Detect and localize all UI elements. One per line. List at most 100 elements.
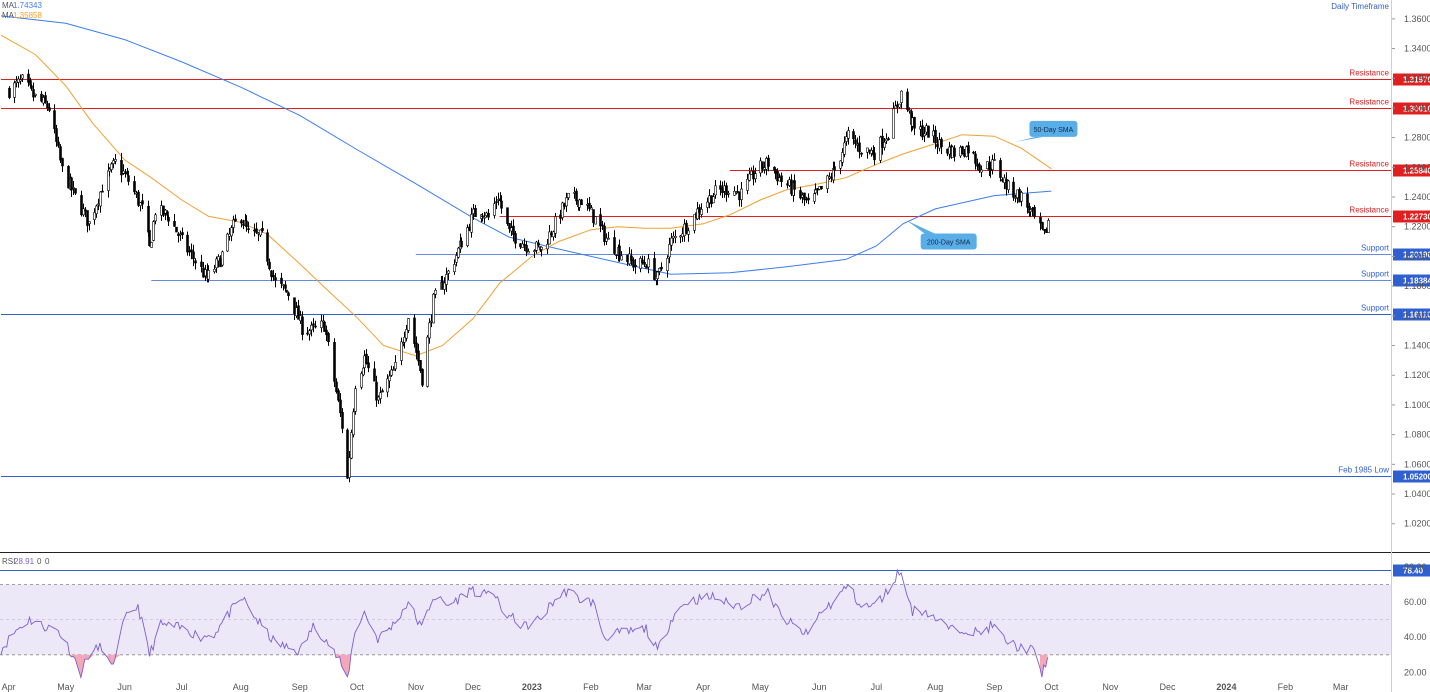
candle[interactable] [506,207,509,226]
candle[interactable] [923,126,926,143]
candle[interactable] [892,102,895,139]
candle[interactable] [470,207,473,238]
candle[interactable] [21,74,24,82]
candle[interactable] [287,291,290,301]
candle[interactable] [719,180,722,196]
candle[interactable] [333,338,336,388]
candle[interactable] [514,230,517,249]
candle[interactable] [523,238,526,251]
candle[interactable] [154,213,157,225]
candle[interactable] [967,141,970,161]
candle[interactable] [48,103,51,113]
candle[interactable] [86,210,89,233]
candle[interactable] [481,213,484,222]
candle[interactable] [213,264,216,274]
candle[interactable] [991,154,994,175]
candle[interactable] [527,248,530,254]
candle[interactable] [693,214,696,234]
candle[interactable] [567,192,570,201]
candle[interactable] [400,337,403,366]
candle[interactable] [346,428,349,480]
candle[interactable] [247,221,250,234]
candle[interactable] [74,188,77,196]
candle[interactable] [575,188,578,205]
candle[interactable] [120,152,123,183]
candle[interactable] [666,255,669,278]
candle[interactable] [674,229,677,244]
candle[interactable] [632,257,635,272]
candle[interactable] [19,74,22,85]
candle[interactable] [474,204,477,218]
candle[interactable] [908,107,911,114]
candle[interactable] [335,378,338,394]
candle[interactable] [268,258,271,271]
candle[interactable] [605,233,608,245]
candle[interactable] [46,100,49,112]
candle[interactable] [603,222,606,246]
candle[interactable] [508,223,511,233]
candle[interactable] [141,193,144,210]
candle[interactable] [434,288,437,299]
candle[interactable] [885,133,888,144]
candle[interactable] [592,209,595,228]
candle[interactable] [533,249,536,258]
candle[interactable] [150,241,153,248]
candle[interactable] [407,318,410,334]
candle[interactable] [80,190,83,217]
candle[interactable] [455,252,458,267]
candle[interactable] [552,230,555,241]
candle[interactable] [354,385,357,415]
candle[interactable] [167,215,170,227]
candle[interactable] [240,218,243,228]
candle[interactable] [460,237,463,248]
candle[interactable] [114,154,117,165]
candle[interactable] [620,251,623,261]
candle[interactable] [148,230,151,247]
candle[interactable] [373,361,376,382]
candle[interactable] [266,229,269,266]
candle[interactable] [221,250,224,267]
candle[interactable] [554,212,557,239]
candle[interactable] [386,374,389,398]
candle[interactable] [417,343,420,366]
candle[interactable] [493,197,496,219]
candle[interactable] [57,136,60,148]
candle[interactable] [754,167,757,183]
candle[interactable] [1039,212,1042,231]
candle[interactable] [245,215,248,232]
candle[interactable] [1041,221,1044,231]
candle[interactable] [599,208,602,233]
candle[interactable] [839,160,842,175]
candle[interactable] [30,84,33,91]
candle[interactable] [833,161,836,177]
candle[interactable] [858,135,861,159]
candle[interactable] [110,162,113,173]
candle[interactable] [133,175,136,195]
candle[interactable] [457,246,460,259]
candle[interactable] [365,349,368,365]
candle[interactable] [883,137,886,151]
candle[interactable] [443,277,446,295]
candle[interactable] [978,162,981,173]
candle[interactable] [337,388,340,403]
candle[interactable] [841,148,844,167]
candle[interactable] [618,239,621,262]
candle[interactable] [630,249,633,266]
candle[interactable] [127,170,130,186]
candle[interactable] [405,324,408,342]
candle[interactable] [173,213,176,227]
candle[interactable] [512,219,515,242]
candle[interactable] [687,227,690,242]
candle[interactable] [34,93,37,98]
candle[interactable] [122,164,125,175]
candle[interactable] [561,201,564,221]
candle[interactable] [854,134,857,149]
candle[interactable] [1029,209,1032,217]
candle[interactable] [999,157,1002,182]
candle[interactable] [972,150,975,155]
candle[interactable] [55,124,58,147]
candle[interactable] [843,136,846,158]
candle[interactable] [525,240,528,257]
candle[interactable] [607,231,610,240]
candle[interactable] [881,128,884,155]
